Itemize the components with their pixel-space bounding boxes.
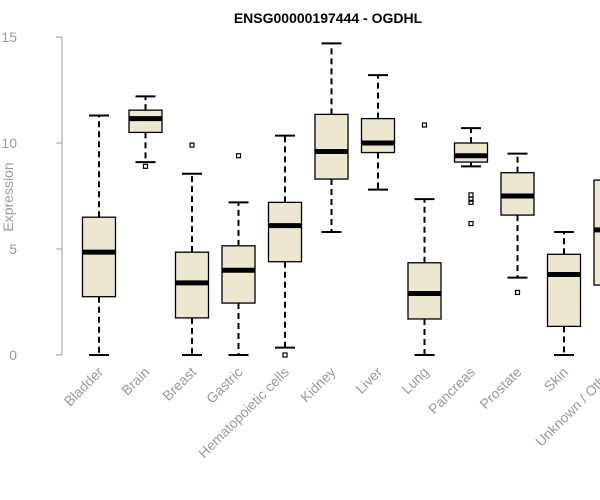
iqr-box [546,253,582,328]
x-tick-label: Breast [159,364,199,404]
box-3 [221,153,256,356]
outlier-point [468,196,474,202]
x-tick-label: Skin [541,364,572,395]
x-tick-label: Kidney [297,364,339,406]
x-tick-label: Pancreas [425,364,478,417]
y-tick-label: 10 [1,135,17,151]
outlier-point [468,220,474,227]
box-0 [81,114,117,356]
chart-title: ENSG00000197444 - OGDHL [234,10,423,26]
iqr-box [221,245,256,304]
outlier-point [514,289,521,296]
outlier-point [468,199,474,205]
iqr-box [128,109,163,134]
box-6 [360,74,396,191]
box-11 [593,179,600,286]
x-tick-label: Liver [352,364,385,397]
iqr-box [593,179,600,286]
box-7 [407,122,442,356]
box-1 [128,95,163,169]
iqr-box [407,262,442,320]
iqr-box [81,216,117,298]
box-10 [546,231,582,356]
box-9 [500,152,535,296]
y-axis: 0 5 10 15 [1,29,63,363]
outlier-point [468,192,474,198]
box-8 [453,127,489,227]
box-4 [267,134,303,358]
box-group [81,42,600,358]
x-tick-label: Gastric [203,364,246,407]
y-axis-label: Expression [0,162,16,231]
iqr-box [267,201,303,263]
y-tick-label: 15 [1,29,17,45]
x-tick-label: Prostate [476,364,524,412]
iqr-box [453,142,489,163]
outlier-point [235,153,242,159]
outlier-point [421,122,428,128]
y-tick-label: 5 [9,241,17,257]
x-tick-label: Hematopoietic cells [195,364,292,461]
y-tick-label: 0 [9,347,17,363]
iqr-box [360,117,396,154]
x-tick-label: Bladder [61,364,107,410]
x-tick-label: Lung [398,364,431,397]
box-2 [174,142,210,356]
iqr-box [314,113,349,180]
box-5 [314,42,349,234]
outlier-point [142,163,149,169]
x-tick-label: Brain [118,364,152,398]
outlier-point [282,352,288,358]
outlier-point [189,142,195,148]
